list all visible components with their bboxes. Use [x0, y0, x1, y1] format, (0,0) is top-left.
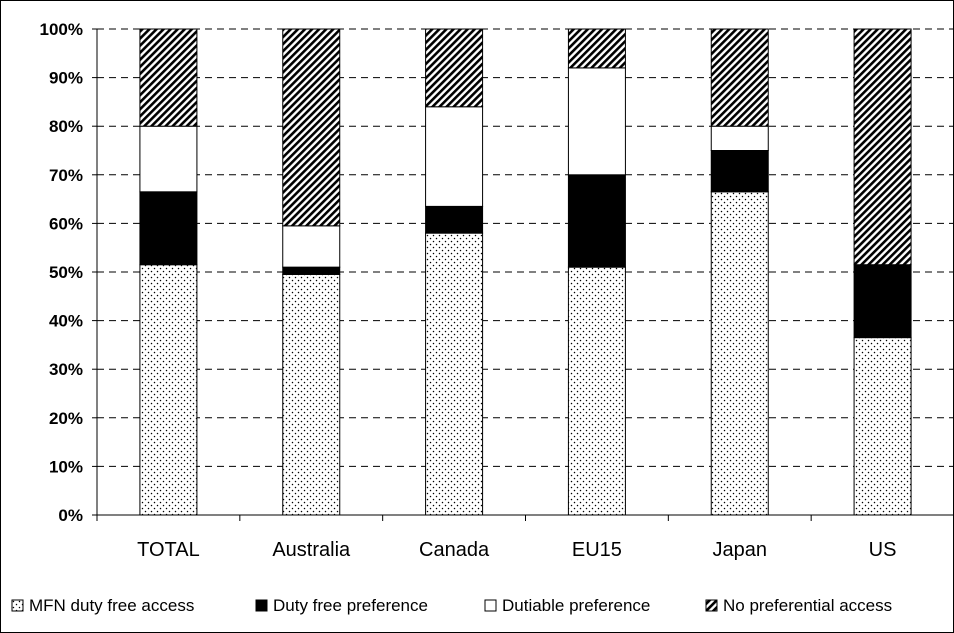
bar-segment-japan-1: [710, 150, 769, 193]
y-tick-label: 100%: [40, 20, 83, 39]
y-tick-label: 90%: [49, 69, 83, 88]
bar-segment-australia-3: [282, 28, 341, 227]
bar-segment-total-2: [139, 125, 198, 193]
x-tick-label: TOTAL: [137, 539, 200, 561]
legend: MFN duty free access Duty free preference…: [11, 596, 892, 615]
legend-swatch: [705, 599, 718, 612]
bar-segment-us-3: [853, 28, 912, 266]
bars: [139, 28, 912, 516]
bar-segment-total-3: [139, 28, 198, 127]
bar-segment-japan-3: [710, 28, 769, 127]
bar-segment-australia-0: [282, 273, 341, 516]
legend-label: No preferential access: [723, 596, 892, 615]
y-tick-label: 50%: [49, 263, 83, 282]
y-tick-label: 20%: [49, 409, 83, 428]
legend-label: Duty free preference: [273, 596, 428, 615]
bar-segment-canada-1: [425, 205, 484, 234]
bar-segment-australia-2: [282, 225, 341, 268]
x-tick-label: Australia: [272, 539, 351, 561]
x-tick-label: US: [869, 539, 897, 561]
y-tick-label: 10%: [49, 457, 83, 476]
bar-segment-eu15-1: [567, 174, 626, 268]
y-tick-label: 0%: [58, 506, 83, 525]
x-tick-label: Japan: [713, 539, 768, 561]
x-tick-label: EU15: [572, 539, 622, 561]
bar-segment-us-0: [853, 337, 912, 516]
bar-segment-japan-0: [710, 191, 769, 516]
y-tick-label: 30%: [49, 360, 83, 379]
y-tick-label: 70%: [49, 166, 83, 185]
bar-segment-canada-3: [425, 28, 484, 108]
axes: 0% 10% 20% 30% 40% 50% 60% 70% 80% 90% 100% TOTAL Au…: [40, 20, 954, 561]
bar-segment-total-0: [139, 264, 198, 516]
bar-segment-eu15-3: [567, 28, 626, 69]
bar-segment-total-1: [139, 191, 198, 266]
legend-label: MFN duty free access: [29, 596, 194, 615]
bar-segment-us-1: [853, 264, 912, 339]
bar-segment-eu15-0: [567, 266, 626, 516]
y-tick-label: 80%: [49, 117, 83, 136]
grid-lines: [97, 28, 954, 467]
bar-segment-japan-2: [710, 125, 769, 151]
bar-segment-canada-0: [425, 232, 484, 516]
bar-segment-canada-2: [425, 106, 484, 207]
legend-swatch: [484, 599, 497, 612]
y-tick-label: 60%: [49, 214, 83, 233]
legend-swatch: [255, 599, 268, 612]
bar-segment-eu15-2: [567, 67, 626, 176]
bar-segment-australia-1: [282, 266, 341, 275]
y-tick-label: 40%: [49, 312, 83, 331]
x-tick-label: Canada: [419, 539, 490, 561]
legend-label: Dutiable preference: [502, 596, 650, 615]
legend-swatch: [11, 599, 24, 612]
